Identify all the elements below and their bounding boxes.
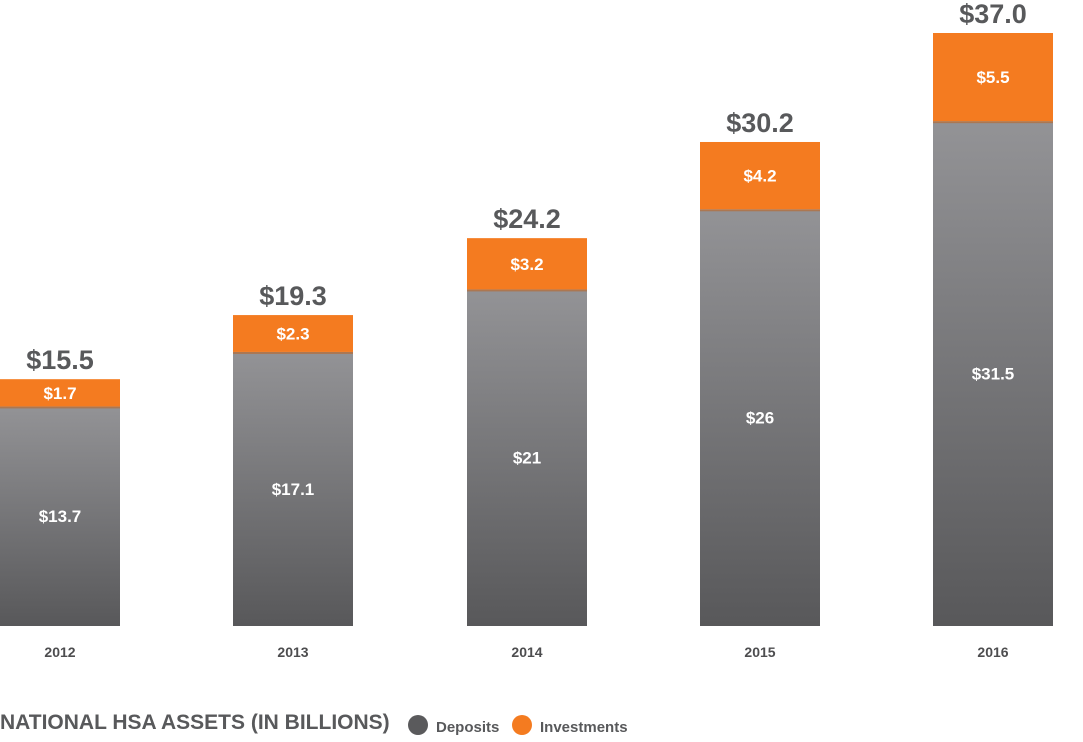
data-label-investments-2014: $3.2	[510, 255, 543, 274]
data-label-deposits-2015: $26	[746, 409, 774, 428]
bar-investments-2016	[933, 33, 1053, 122]
data-label-investments-2012: $1.7	[43, 384, 76, 403]
bar-deposits-2012	[0, 406, 120, 626]
data-label-investments-2015: $4.2	[743, 167, 776, 186]
legend-label-investments: Investments	[540, 719, 628, 736]
legend-swatch-deposits	[408, 715, 428, 735]
bar-investments-2014	[467, 238, 587, 290]
bar-investments-2015	[700, 141, 820, 210]
bar-investments-2012	[0, 379, 120, 407]
data-label-deposits-2012: $13.7	[39, 507, 82, 526]
chart-title: NATIONAL HSA ASSETS (IN BILLIONS)	[0, 711, 390, 734]
data-label-investments-2016: $5.5	[976, 68, 1009, 87]
data-label-investments-2013: $2.3	[276, 325, 309, 344]
data-label-deposits-2014: $21	[513, 449, 541, 468]
total-label-2013: $19.3	[259, 281, 327, 311]
x-tick-label-2014: 2014	[511, 644, 542, 660]
x-tick-label-2013: 2013	[277, 644, 308, 660]
x-tick-label-2012: 2012	[44, 644, 75, 660]
bar-deposits-2013	[233, 351, 353, 626]
total-label-2016: $37.0	[959, 0, 1027, 29]
total-label-2014: $24.2	[493, 204, 561, 234]
total-label-2012: $15.5	[26, 345, 94, 375]
x-tick-label-2016: 2016	[977, 644, 1008, 660]
bar-separator-2016	[933, 121, 1053, 124]
legend: NATIONAL HSA ASSETS (IN BILLIONS) Deposi…	[0, 711, 628, 736]
x-tick-label-2015: 2015	[744, 644, 775, 660]
data-label-deposits-2016: $31.5	[972, 365, 1015, 384]
bars-group: $13.7 $1.7 $15.5 2012 $17.1 $2.3 $19.3 2013 $21 $…	[0, 0, 1053, 660]
bar-separator-2015	[700, 209, 820, 212]
bar-separator-2014	[467, 289, 587, 292]
bar-investments-2013	[233, 315, 353, 352]
data-label-deposits-2013: $17.1	[272, 480, 315, 499]
bar-deposits-2014	[467, 289, 587, 626]
total-label-2015: $30.2	[726, 108, 794, 138]
legend-swatch-investments	[512, 715, 532, 735]
bar-separator-2012	[0, 406, 120, 409]
bar-separator-2013	[233, 351, 353, 354]
legend-label-deposits: Deposits	[436, 719, 499, 736]
bar-deposits-2015	[700, 209, 820, 626]
bar-deposits-2016	[933, 121, 1053, 626]
